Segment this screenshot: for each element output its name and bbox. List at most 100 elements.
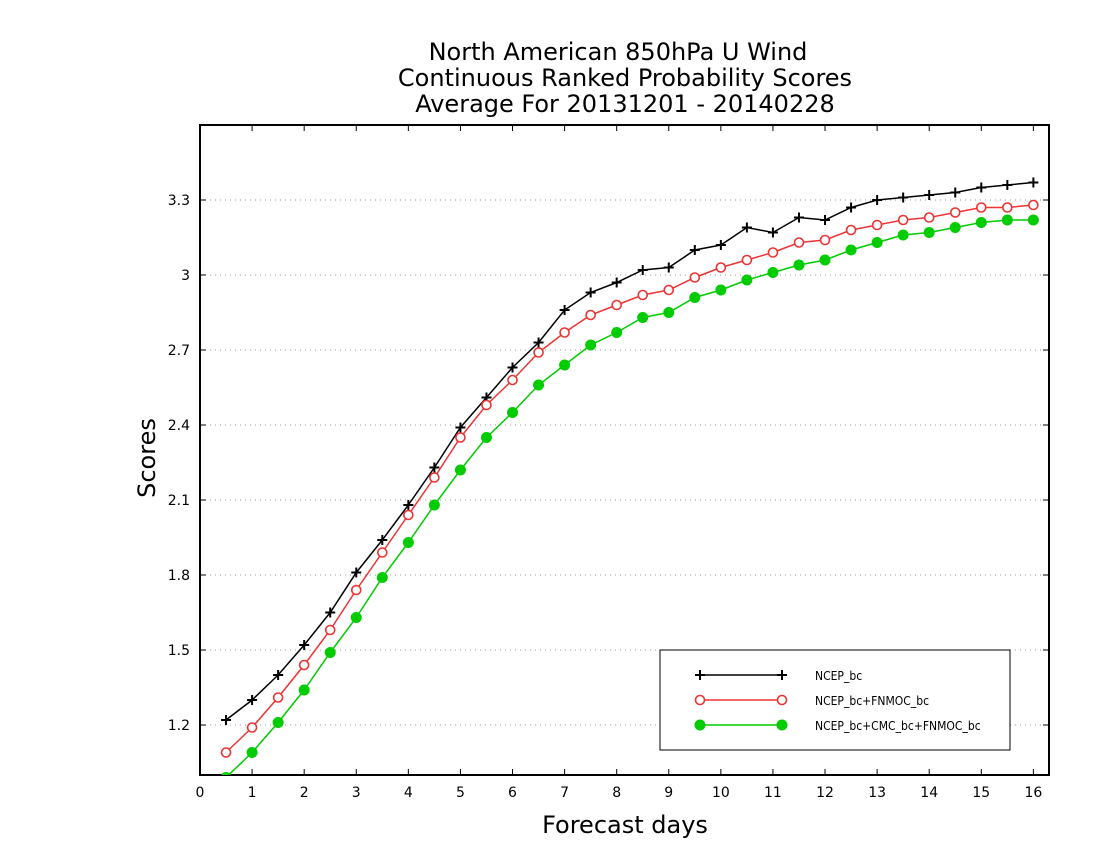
data-point <box>429 462 440 473</box>
series-1 <box>220 199 1039 758</box>
data-point <box>299 640 310 650</box>
data-point <box>820 215 831 225</box>
data-point <box>377 547 388 558</box>
x-tick-label: 9 <box>664 785 673 801</box>
data-point <box>845 244 857 256</box>
data-point <box>767 247 779 258</box>
data-point <box>246 722 258 733</box>
data-point <box>221 715 232 725</box>
data-point <box>533 379 545 391</box>
data-point <box>324 647 336 658</box>
data-point <box>585 339 597 351</box>
data-point <box>741 222 752 233</box>
data-point <box>221 772 231 775</box>
x-tick-label: 4 <box>404 785 413 801</box>
series-lines <box>220 177 1039 775</box>
data-point <box>689 245 700 255</box>
x-tick-label: 6 <box>508 785 517 801</box>
data-point <box>324 624 336 636</box>
data-point <box>897 214 909 226</box>
data-point <box>272 717 284 728</box>
data-point <box>898 192 909 203</box>
data-point <box>1028 199 1039 211</box>
legend-label: NCEP_bc+CMC_bc+FNMOC_bc <box>815 719 981 733</box>
data-point <box>663 262 674 273</box>
data-point <box>715 262 727 273</box>
data-point <box>767 227 778 238</box>
data-point <box>976 182 987 193</box>
data-point <box>1001 214 1013 226</box>
data-point <box>793 237 805 248</box>
data-point <box>455 432 466 443</box>
data-point <box>325 607 336 618</box>
data-point <box>220 747 232 758</box>
legend-item-1: NCEP_bc+FNMOC_bc <box>694 694 929 708</box>
chart-title: North American 850hPa U Wind Continuous … <box>398 38 852 118</box>
data-point <box>923 212 935 223</box>
data-point <box>480 432 492 443</box>
data-point <box>507 407 519 418</box>
x-tick-label: 3 <box>352 785 361 801</box>
data-point <box>585 309 596 321</box>
data-point <box>298 659 310 671</box>
series-line <box>225 181 1034 721</box>
data-point <box>715 284 727 296</box>
data-point <box>428 499 440 511</box>
data-point <box>871 237 883 248</box>
data-point <box>975 217 987 228</box>
data-point <box>637 289 649 301</box>
data-point <box>454 464 466 476</box>
y-tick-label: 1.2 <box>168 718 190 734</box>
data-point <box>767 267 779 278</box>
legend-marker <box>695 670 705 680</box>
data-point <box>298 684 310 696</box>
data-point <box>975 202 987 213</box>
data-point <box>663 284 675 296</box>
x-tick-label: 13 <box>868 785 886 801</box>
legend-label: NCEP_bc <box>815 669 862 683</box>
data-point <box>377 535 388 545</box>
legend-label: NCEP_bc+FNMOC_bc <box>815 694 929 708</box>
data-point <box>247 695 258 705</box>
y-tick-label: 3.3 <box>168 193 190 209</box>
data-point <box>273 670 284 680</box>
data-point <box>872 195 883 205</box>
data-point <box>845 224 857 236</box>
x-tick-label: 15 <box>972 785 990 801</box>
data-point <box>403 509 414 521</box>
data-point <box>897 229 909 241</box>
y-tick-label: 1.5 <box>168 643 190 659</box>
data-point <box>402 537 414 548</box>
data-point <box>741 274 753 286</box>
legend-marker <box>776 694 788 706</box>
x-tick-label: 1 <box>248 785 257 801</box>
data-point <box>871 219 883 231</box>
data-point <box>429 472 440 483</box>
series-2 <box>221 214 1039 775</box>
y-tick-label: 2.7 <box>168 343 190 359</box>
data-point <box>949 222 961 233</box>
data-point <box>950 187 961 198</box>
data-point <box>793 212 804 223</box>
data-point <box>793 259 805 271</box>
data-point <box>559 327 570 338</box>
data-point <box>533 337 544 348</box>
data-point <box>741 254 753 266</box>
data-point <box>272 692 284 703</box>
x-tick-label: 7 <box>560 785 569 801</box>
y-tick-label: 3 <box>181 268 190 284</box>
data-point <box>533 347 544 358</box>
data-point <box>481 399 492 411</box>
data-point <box>819 234 831 246</box>
data-point <box>637 312 649 323</box>
legend-marker <box>694 694 706 706</box>
data-point <box>924 190 935 200</box>
data-point <box>559 305 570 315</box>
data-point <box>1028 177 1039 188</box>
data-point <box>507 374 518 386</box>
x-tick-label: 14 <box>920 785 938 801</box>
data-point <box>611 327 623 338</box>
legend: NCEP_bc NCEP_bc+FNMOC_bc NCEP_bc+CMC_bc+FN… <box>659 649 1011 751</box>
data-point <box>507 362 518 373</box>
